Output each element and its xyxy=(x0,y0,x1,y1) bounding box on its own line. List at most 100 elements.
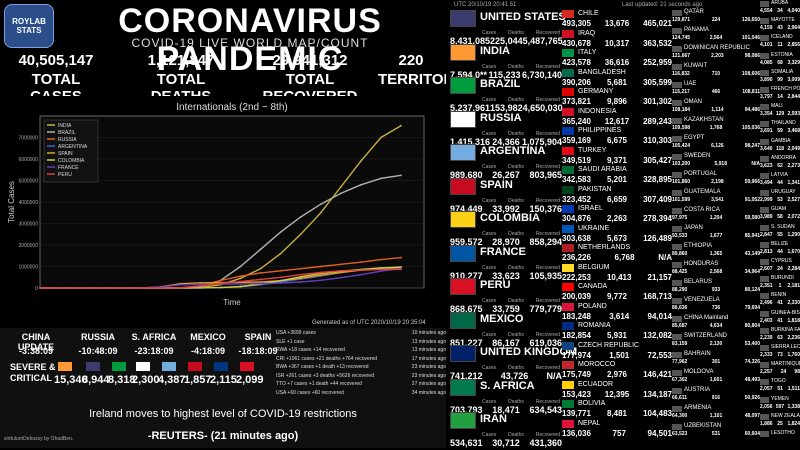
cases-value: 116,832 xyxy=(672,71,690,77)
country-card-large: COLOMBIA Cases Deaths Recovered 959,572 28,97… xyxy=(450,211,562,251)
cases-value: 2,607 xyxy=(760,266,773,272)
cases-value: 77,962 xyxy=(672,359,688,365)
country-update-time: -23:18:09 xyxy=(134,346,174,356)
column-headers: Cases Deaths Recovered xyxy=(482,164,560,170)
country-values: 534,631 30,712 431,360 xyxy=(450,438,562,448)
series-point xyxy=(219,282,222,285)
page-subtitle: COVID-19 LIVE WORLD MAP/COUNT xyxy=(131,36,369,50)
deaths-value: 73 xyxy=(777,352,783,358)
column-header: Deaths xyxy=(508,130,524,137)
deaths-value: 2,130 xyxy=(709,341,723,347)
logo-line1: ROYLAB xyxy=(12,17,46,26)
country-card-xsmall: GUAM 3,989 58 2,072 xyxy=(760,206,800,223)
country-name: MALI xyxy=(771,103,783,110)
country-flag-icon xyxy=(58,362,72,371)
series-point xyxy=(199,283,202,286)
cases-value: 303,638 xyxy=(562,233,591,243)
recovered-value: 278,394 xyxy=(643,214,672,223)
country-values: 3,494 44 1,341 xyxy=(760,180,800,186)
recovered-value: 634,543 xyxy=(529,404,562,415)
country-name: ECUADOR xyxy=(578,380,614,388)
country-flag-icon xyxy=(188,362,202,371)
cases-value: 910,277 xyxy=(450,270,483,281)
cases-value: 7,594,0** xyxy=(450,69,488,80)
country-card-xsmall: GAMBIA 3,640 118 2,049 xyxy=(760,138,800,155)
country-values: 974,449 33,992 150,376 xyxy=(450,204,562,214)
country-card-large: FRANCE Cases Deaths Recovered 910,277 33,623 1… xyxy=(450,244,562,285)
column-header: Deaths xyxy=(508,331,524,338)
legend-entry: PERU xyxy=(58,172,72,178)
country-name: ESTONIA xyxy=(771,51,793,58)
cases-value: 1,415,316 xyxy=(450,136,491,147)
country-card-xsmall: SOMALIA 3,890 99 3,009 xyxy=(760,69,800,86)
country-flag-icon xyxy=(760,173,769,179)
country-card-large: PERU Cases Deaths Recovered 868,675 33,759 779… xyxy=(450,278,562,318)
country-name: LESOTHO xyxy=(771,430,795,436)
deaths-value: 33,992 xyxy=(492,203,520,214)
country-flag-icon xyxy=(214,362,228,371)
country-name: ICELAND xyxy=(771,34,793,41)
cases-value: 2,056 xyxy=(760,403,773,410)
series-point xyxy=(359,160,362,163)
country-name: TOGO xyxy=(771,378,786,385)
cases-value: 3,989 xyxy=(760,214,773,221)
chart-generated-note: Generated as of UTC 2020/10/19 20:35:04 xyxy=(312,320,426,326)
series-point xyxy=(319,271,322,274)
cases-value: 4,159 xyxy=(760,25,773,32)
country-card-medium: PAKISTAN 323,452 6,659 307,409 xyxy=(562,185,672,206)
country-flag-icon xyxy=(760,241,769,248)
country-flag-icon xyxy=(562,380,574,389)
country-flag-icon xyxy=(760,276,769,283)
country-name: SIERRA LEONE xyxy=(771,344,800,350)
country-card-medium: ECUADOR 153,423 12,395 134,187 xyxy=(562,380,672,401)
deaths-value: 1,677 xyxy=(709,233,723,239)
deaths-value: 115,233 xyxy=(488,69,521,80)
country-card-medium: PHILIPPINES 359,169 6,675 310,303 xyxy=(562,127,672,147)
column-header: Cases xyxy=(482,97,497,103)
country-flag-icon xyxy=(760,327,769,334)
country-card-large: INDIA Cases Deaths Recovered 7,594,0** 115,23… xyxy=(450,43,562,84)
cases-value: 3,354 xyxy=(760,111,773,118)
stat-value: 40,505,147 xyxy=(18,52,94,69)
last-updated: Last updated: 21 seconds ago xyxy=(622,2,703,8)
series-point xyxy=(319,265,322,268)
cases-value: 741,212 xyxy=(450,371,483,381)
country-flag-icon xyxy=(672,64,682,70)
recovered-value: 53,400 xyxy=(744,341,760,347)
country-card-small: KUWAIT 116,832 710 108,606 xyxy=(672,63,760,80)
cases-value: 183,248 xyxy=(562,311,591,321)
country-flag-icon xyxy=(562,107,574,116)
country-card-xsmall: NEW ZEALAND1,886 25 1,824 xyxy=(760,413,800,430)
country-card-xsmall: ICELAND 4,101 11 2,856 xyxy=(760,34,800,51)
country-flag-icon xyxy=(562,127,574,135)
country-list-panel: UTC 20/10/19 20:41:51 Last updated: 21 s… xyxy=(446,0,800,450)
series-point xyxy=(79,287,82,289)
left-panel: ROYLAB STATS CORONAVIRUS PANDEMIC COVID-… xyxy=(0,0,479,450)
deaths-value: 2,564 xyxy=(709,35,723,41)
cases-value: 66,611 xyxy=(672,395,688,401)
country-card-large: BRAZIL Cases Deaths Recovered 5,237,961 153,9… xyxy=(450,77,563,117)
column-header: Cases xyxy=(482,264,497,271)
country-values: 2,056 597 1,338 xyxy=(760,404,800,410)
country-card-medium: SAUDI ARABIA 342,583 5,201 328,895 xyxy=(562,166,672,186)
y-tick-label: 6000000 xyxy=(19,157,39,163)
legend-entry: RUSSIA xyxy=(58,137,77,143)
news-headline[interactable]: Ireland moves to highest level of COVID-… xyxy=(89,408,357,420)
series-point xyxy=(339,271,342,274)
column-header: Recovered xyxy=(535,298,560,304)
country-values: 103,200 5,918 N/A xyxy=(672,161,760,167)
series-point xyxy=(259,278,262,281)
cases-value: 989,680 xyxy=(450,170,483,180)
cases-value: 115,217 xyxy=(672,89,690,95)
country-card-xsmall: BURUNDI 2,351 1 2,181 xyxy=(760,275,800,292)
recovered-value: 105,935 xyxy=(529,270,562,281)
series-point xyxy=(279,269,282,272)
cases-value: 4,085 xyxy=(760,59,773,66)
country-flag-icon xyxy=(562,205,574,213)
recovered-value: 126,650 xyxy=(741,17,760,23)
column-header: Deaths xyxy=(508,432,524,438)
country-values: 85,687 4,634 80,804 xyxy=(672,323,760,329)
country-name: FRENCH POLYNESIA xyxy=(771,86,800,92)
country-flag-icon xyxy=(450,144,476,161)
country-name: MARTINIQUE xyxy=(771,361,800,368)
